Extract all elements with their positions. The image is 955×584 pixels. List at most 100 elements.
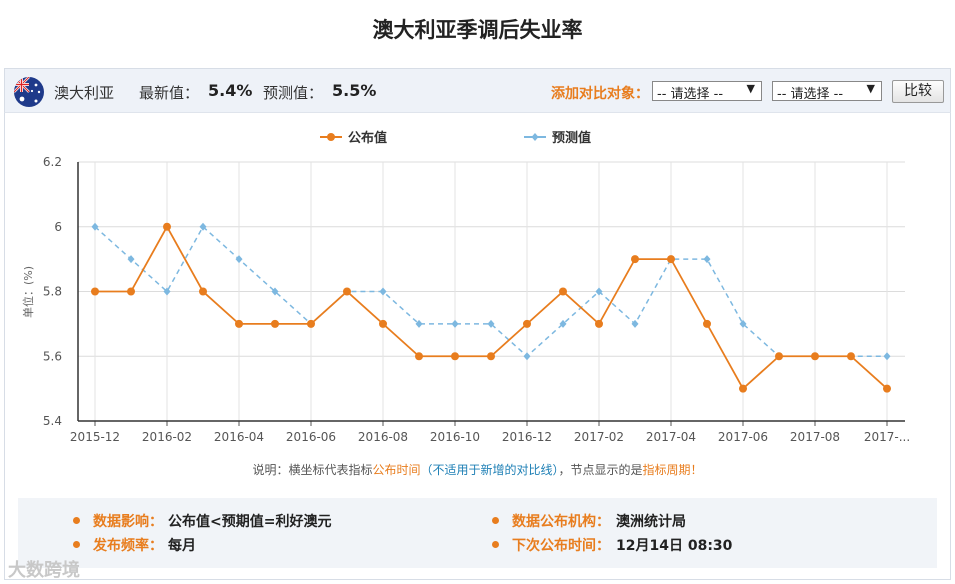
compare-select-2[interactable]: -- 请选择 -- ▼ bbox=[772, 81, 882, 102]
compare-button[interactable]: 比较 bbox=[892, 80, 944, 103]
freq-label: 发布频率： bbox=[93, 538, 163, 554]
published-point[interactable] bbox=[379, 319, 387, 328]
compare-label: 添加对比对象： bbox=[551, 86, 649, 102]
note-part-3: （不适用于新增的对比线） bbox=[420, 463, 559, 477]
forecast-point[interactable] bbox=[487, 319, 495, 328]
note-part-5: 指标周期 bbox=[642, 463, 691, 477]
published-point[interactable] bbox=[667, 255, 675, 264]
forecast-point[interactable] bbox=[595, 287, 603, 296]
forecast-label: 预测值： bbox=[263, 84, 324, 102]
x-tick-label: 2017-... bbox=[864, 430, 910, 444]
published-point[interactable] bbox=[415, 352, 423, 361]
dropdown-arrow-icon: ▼ bbox=[746, 82, 755, 95]
published-point[interactable] bbox=[307, 319, 315, 328]
x-tick-label: 2016-04 bbox=[214, 430, 264, 444]
compare-select-2-value: -- 请选择 -- bbox=[777, 87, 844, 102]
chart-note: 说明：横坐标代表指标公布时间（不适用于新增的对比线），节点显示的是指标周期！ bbox=[0, 461, 955, 478]
published-point[interactable] bbox=[343, 287, 351, 296]
published-point[interactable] bbox=[199, 287, 207, 296]
watermark: 大数跨境 bbox=[8, 556, 80, 582]
watermark-text: 大数跨境 bbox=[8, 560, 80, 581]
published-point[interactable] bbox=[631, 255, 639, 264]
legend-forecast[interactable]: 预测值 bbox=[552, 130, 591, 146]
y-tick-label: 5.6 bbox=[43, 349, 62, 363]
published-point[interactable] bbox=[775, 352, 783, 361]
forecast-point[interactable] bbox=[703, 255, 711, 264]
page-title: 澳大利亚季调后失业率 bbox=[372, 18, 583, 42]
x-tick-label: 2016-10 bbox=[430, 430, 480, 444]
compare-select-1[interactable]: -- 请选择 -- ▼ bbox=[652, 81, 762, 102]
x-tick-label: 2015-12 bbox=[70, 430, 120, 444]
published-point[interactable] bbox=[739, 384, 747, 393]
freq-value: 每月 bbox=[168, 538, 196, 554]
x-tick-label: 2016-08 bbox=[358, 430, 408, 444]
x-tick-label: 2017-06 bbox=[718, 430, 768, 444]
forecast-point[interactable] bbox=[451, 319, 459, 328]
info-box bbox=[18, 498, 937, 568]
forecast-point[interactable] bbox=[559, 319, 567, 328]
forecast-point[interactable] bbox=[235, 255, 243, 264]
published-point[interactable] bbox=[703, 319, 711, 328]
y-axis-label: 单位：(%) bbox=[21, 266, 35, 318]
forecast-point[interactable] bbox=[127, 255, 135, 264]
published-point[interactable] bbox=[163, 222, 171, 231]
note-part-6: ！ bbox=[690, 463, 703, 477]
country-name: 澳大利亚 bbox=[54, 84, 115, 102]
compare-select-1-value: -- 请选择 -- bbox=[657, 87, 724, 102]
forecast-point[interactable] bbox=[415, 319, 423, 328]
bullet-icon bbox=[73, 541, 80, 548]
bullet-icon bbox=[73, 517, 80, 524]
published-series-line bbox=[95, 224, 888, 391]
forecast-point[interactable] bbox=[163, 287, 171, 296]
org-label: 数据公布机构： bbox=[512, 514, 610, 530]
impact-label: 数据影响： bbox=[93, 514, 163, 530]
y-tick-label: 6 bbox=[54, 220, 62, 234]
next-release-value: 12月14日 08:30 bbox=[616, 538, 733, 554]
impact-value: 公布值<预期值=利好澳元 bbox=[168, 514, 332, 530]
bullet-icon bbox=[492, 541, 499, 548]
legend-marker bbox=[327, 133, 335, 141]
dropdown-arrow-icon: ▼ bbox=[866, 82, 875, 95]
forecast-value: 5.5% bbox=[332, 81, 377, 100]
published-point[interactable] bbox=[235, 319, 243, 328]
legend-published[interactable]: 公布值 bbox=[348, 130, 387, 146]
latest-label: 最新值： bbox=[139, 84, 200, 102]
published-point[interactable] bbox=[451, 352, 459, 361]
forecast-point[interactable] bbox=[91, 222, 99, 231]
published-point[interactable] bbox=[559, 287, 567, 296]
x-tick-label: 2017-04 bbox=[646, 430, 696, 444]
published-point[interactable] bbox=[91, 287, 99, 296]
y-tick-label: 5.4 bbox=[43, 414, 62, 428]
published-point[interactable] bbox=[595, 319, 603, 328]
x-tick-label: 2016-12 bbox=[502, 430, 552, 444]
latest-value: 5.4% bbox=[208, 81, 253, 100]
forecast-point[interactable] bbox=[379, 287, 387, 296]
note-part-2: 公布时间 bbox=[372, 463, 421, 477]
forecast-point[interactable] bbox=[199, 222, 207, 231]
x-tick-label: 2016-02 bbox=[142, 430, 192, 444]
published-point[interactable] bbox=[847, 352, 855, 361]
published-point[interactable] bbox=[487, 352, 495, 361]
forecast-point[interactable] bbox=[523, 352, 531, 361]
published-point[interactable] bbox=[523, 319, 531, 328]
published-point[interactable] bbox=[271, 319, 279, 328]
next-release-label: 下次公布时间： bbox=[512, 538, 610, 554]
published-point[interactable] bbox=[811, 352, 819, 361]
note-part-1: 说明：横坐标代表指标 bbox=[252, 463, 373, 477]
x-tick-label: 2017-08 bbox=[790, 430, 840, 444]
bullet-icon bbox=[492, 517, 499, 524]
forecast-point[interactable] bbox=[631, 319, 639, 328]
forecast-point[interactable] bbox=[883, 352, 891, 361]
x-tick-label: 2016-06 bbox=[286, 430, 336, 444]
note-part-4: ，节点显示的是 bbox=[558, 463, 643, 477]
forecast-point[interactable] bbox=[739, 319, 747, 328]
published-point[interactable] bbox=[127, 287, 135, 296]
legend-marker bbox=[531, 133, 539, 141]
forecast-point[interactable] bbox=[271, 287, 279, 296]
published-point[interactable] bbox=[883, 384, 891, 393]
org-value: 澳洲统计局 bbox=[616, 514, 686, 530]
y-tick-label: 6.2 bbox=[43, 155, 62, 169]
x-tick-label: 2017-02 bbox=[574, 430, 624, 444]
y-tick-label: 5.8 bbox=[43, 285, 62, 299]
